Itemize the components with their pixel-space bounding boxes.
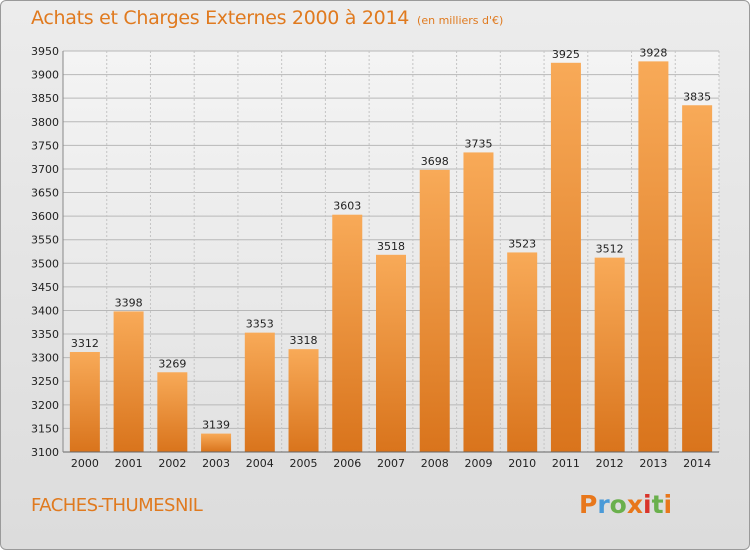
axis-layer: 3100 3150 3200 3250 3300 3350 3400 3450 3500 3550… — [31, 45, 719, 470]
bar-2012 — [594, 257, 625, 452]
bar-2005 — [288, 349, 319, 452]
x-tick-label: 2007 — [377, 457, 405, 470]
y-tick-label: 3350 — [31, 328, 59, 341]
data-label: 3312 — [71, 337, 99, 350]
proxiti-logo[interactable]: Proxiti — [579, 490, 672, 519]
bar-2003 — [201, 433, 232, 452]
data-label: 3925 — [552, 48, 580, 61]
bar-2014 — [682, 105, 713, 453]
logo-letter: i — [643, 490, 652, 519]
city-name: FACHES-THUMESNIL — [31, 495, 203, 516]
logo-letter: r — [597, 490, 610, 519]
y-tick-label: 3450 — [31, 281, 59, 294]
data-label: 3698 — [421, 155, 449, 168]
data-label: 3353 — [246, 318, 274, 331]
bar-2010 — [507, 252, 538, 452]
y-tick-label: 3950 — [31, 45, 59, 58]
y-tick-label: 3750 — [31, 139, 59, 152]
x-tick-label: 2010 — [508, 457, 536, 470]
bar-2009 — [463, 152, 494, 452]
data-label: 3835 — [683, 90, 711, 103]
logo-letter: x — [626, 490, 643, 519]
x-tick-label: 2005 — [290, 457, 318, 470]
y-tick-label: 3650 — [31, 187, 59, 200]
data-label: 3269 — [158, 357, 186, 370]
data-label: 3523 — [508, 237, 536, 250]
y-tick-label: 3300 — [31, 352, 59, 365]
bar-2008 — [419, 169, 450, 452]
logo-letter: o — [609, 490, 627, 519]
x-tick-label: 2000 — [71, 457, 99, 470]
x-tick-label: 2014 — [683, 457, 711, 470]
bar-2007 — [376, 254, 406, 452]
logo-letter: i — [663, 490, 673, 519]
x-tick-label: 2009 — [464, 457, 492, 470]
y-tick-label: 3800 — [31, 116, 59, 129]
x-tick-label: 2013 — [639, 457, 667, 470]
data-label: 3603 — [333, 200, 361, 213]
data-label: 3398 — [115, 296, 143, 309]
data-label: 3512 — [596, 243, 624, 256]
logo-letter: t — [651, 490, 664, 519]
chart-title: Achats et Charges Externes 2000 à 2014 (e… — [31, 7, 503, 29]
x-tick-label: 2002 — [158, 457, 186, 470]
bar-2011 — [550, 62, 581, 452]
y-tick-label: 3100 — [31, 446, 59, 459]
y-tick-label: 3250 — [31, 375, 59, 388]
data-label: 3928 — [639, 46, 667, 59]
y-tick-label: 3700 — [31, 163, 59, 176]
x-tick-label: 2008 — [421, 457, 449, 470]
labels-layer: 3312 3398 3269 3139 3353 3318 3603 3518 3698 3735… — [71, 46, 711, 431]
y-tick-label: 3500 — [31, 257, 59, 270]
bar-2002 — [157, 372, 188, 452]
bar-2006 — [332, 214, 363, 452]
x-tick-label: 2001 — [115, 457, 143, 470]
bar-2004 — [244, 332, 275, 452]
x-tick-label: 2003 — [202, 457, 230, 470]
y-tick-label: 3850 — [31, 92, 59, 105]
y-tick-label: 3600 — [31, 210, 59, 223]
y-tick-label: 3150 — [31, 422, 59, 435]
bar-2001 — [113, 311, 144, 452]
x-tick-label: 2011 — [552, 457, 580, 470]
x-tick-label: 2012 — [596, 457, 624, 470]
logo-letter: P — [579, 490, 598, 519]
bar-2000 — [69, 351, 100, 452]
data-label: 3735 — [464, 137, 492, 150]
y-tick-label: 3900 — [31, 69, 59, 82]
x-tick-label: 2006 — [333, 457, 361, 470]
title-text: Achats et Charges Externes 2000 à 2014 — [31, 7, 410, 29]
title-unit: (en milliers d'€) — [417, 14, 504, 27]
y-tick-label: 3550 — [31, 234, 59, 247]
bar-2013 — [638, 61, 669, 453]
data-label: 3518 — [377, 240, 405, 253]
x-tick-label: 2004 — [246, 457, 274, 470]
y-tick-label: 3400 — [31, 304, 59, 317]
bars-layer — [69, 61, 713, 453]
y-tick-label: 3200 — [31, 399, 59, 412]
data-label: 3139 — [202, 419, 230, 432]
data-label: 3318 — [290, 334, 318, 347]
